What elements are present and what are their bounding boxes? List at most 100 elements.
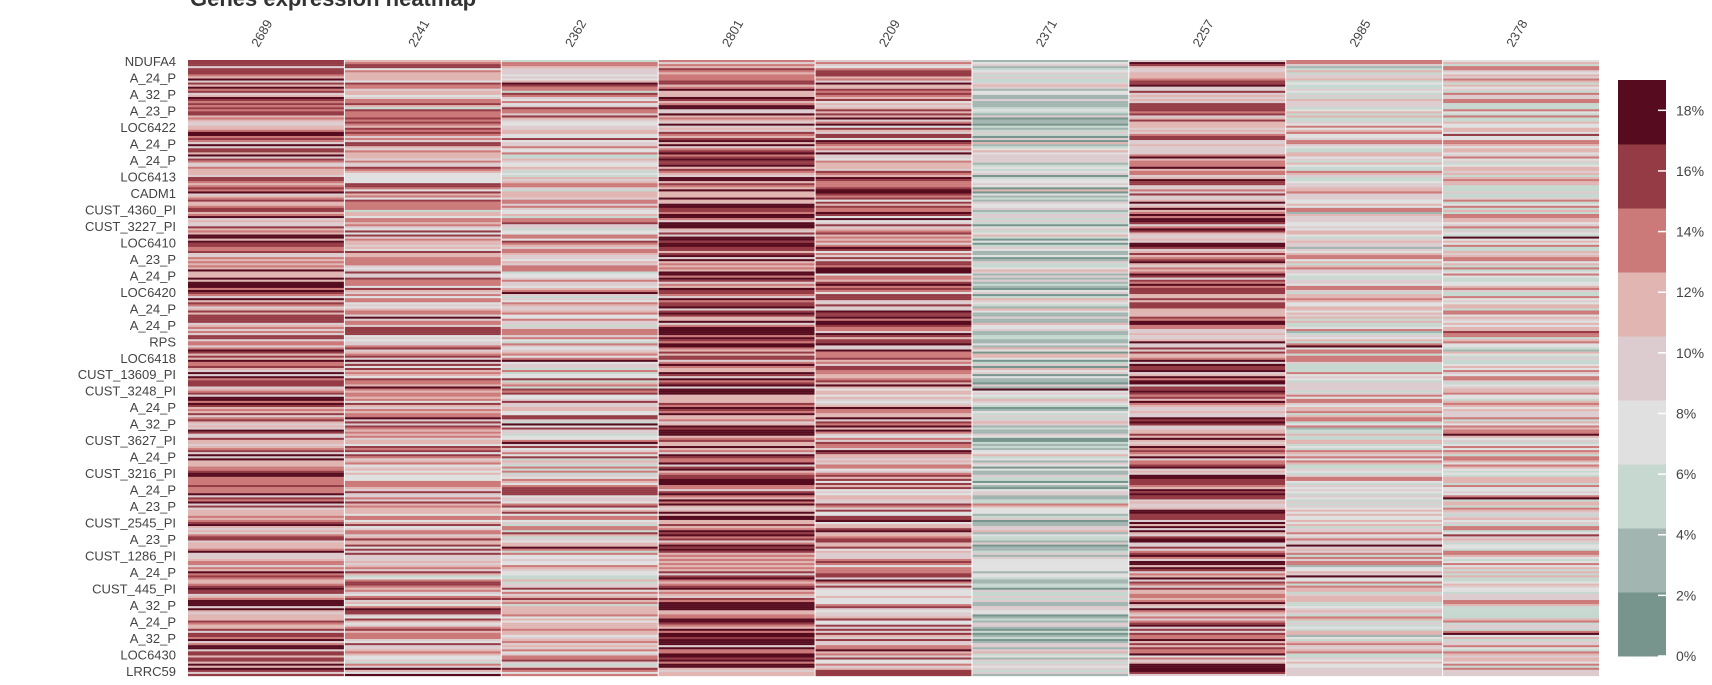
heatmap-cell [815,289,972,293]
heatmap-cell [1443,349,1599,352]
heatmap-cell [1286,74,1443,77]
heatmap-cell [1286,575,1443,578]
heatmap-cell [1129,534,1286,537]
heatmap-cell [815,452,972,455]
heatmap-cell [815,659,972,662]
heatmap-cell [972,205,1129,208]
heatmap-cell [1443,331,1599,334]
heatmap-cell [188,540,344,543]
heatmap-cell [344,355,501,358]
heatmap-cell [972,524,1129,527]
heatmap-cell [188,522,344,525]
heatmap-cell [344,209,501,213]
heatmap-cell [188,394,344,397]
heatmap-cell [1129,589,1286,592]
heatmap-cell [344,156,501,159]
heatmap-cell [1129,150,1286,153]
heatmap-cell [658,70,815,73]
colorbar-tick-label: 14% [1676,224,1704,240]
heatmap-cell [1286,201,1443,204]
heatmap-cell [658,530,815,533]
heatmap-cell [1286,193,1443,196]
heatmap-cell [1286,630,1443,634]
heatmap-cell [188,185,344,188]
heatmap-cell [658,390,815,393]
heatmap-cell [1443,140,1599,143]
heatmap-cell [658,277,815,280]
heatmap-cell [1286,411,1443,414]
heatmap-cell [972,111,1129,114]
heatmap-cell [501,470,658,473]
heatmap-cell [501,396,658,399]
heatmap-cell [188,351,344,354]
heatmap-cell [972,236,1129,239]
heatmap-cell [658,96,815,100]
heatmap-cell [1443,246,1599,250]
heatmap-cell [1286,474,1443,477]
heatmap-cell [658,522,815,525]
heatmap-cell [188,232,344,235]
colorbar-tick-label: 18% [1676,102,1704,118]
heatmap-cell [188,501,344,504]
heatmap-cell [815,513,972,516]
heatmap-cell [658,435,815,438]
heatmap-cell [1129,491,1286,494]
heatmap-cell [658,493,815,496]
heatmap-cell [815,222,972,225]
heatmap-cell [658,495,815,498]
heatmap-cell [658,131,815,135]
heatmap-cell [972,345,1129,348]
heatmap-cell [344,460,501,463]
heatmap-cell [188,349,344,352]
heatmap-cell [815,187,972,190]
heatmap-cell [972,265,1129,268]
heatmap-cell [1443,302,1599,305]
heatmap-cell [188,205,344,208]
heatmap-cell [1129,441,1286,445]
heatmap-cell [501,534,658,537]
heatmap-cell [1129,472,1286,475]
heatmap-cell [188,661,344,664]
heatmap-cell [1443,269,1599,272]
heatmap-cell [344,195,501,198]
heatmap-cell [188,109,344,112]
heatmap-cell [1129,158,1286,161]
heatmap-cell [1443,298,1599,301]
row-label: A_32_P [130,631,176,646]
heatmap-cell [1129,172,1286,176]
heatmap-cell [815,645,972,648]
heatmap-cell [658,142,815,145]
heatmap-cell [188,565,344,568]
heatmap-cell [501,485,658,488]
heatmap-cell [815,536,972,539]
heatmap-cell [658,647,815,650]
heatmap-cell [658,556,815,560]
heatmap-cell [658,138,815,141]
heatmap-cell [658,581,815,584]
heatmap-cell [501,384,658,387]
heatmap-cell [972,150,1129,153]
heatmap-cell [1286,94,1443,98]
heatmap-cell [1129,353,1286,356]
heatmap-cell [658,384,815,387]
heatmap-cell [188,162,344,165]
heatmap-cell [344,292,501,295]
heatmap-cell [1443,575,1599,578]
heatmap-cell [1286,532,1443,535]
heatmap-cell [501,622,658,625]
heatmap-cell [1129,164,1286,167]
heatmap-cell [1129,318,1286,321]
heatmap-cell [1443,530,1599,533]
heatmap-cell [1286,372,1443,375]
heatmap-cell [1129,480,1286,484]
heatmap-cell [188,382,344,385]
heatmap-cell [1443,600,1599,603]
heatmap-cell [1129,214,1286,217]
heatmap-cell [1286,528,1443,531]
heatmap-cell [501,509,658,512]
heatmap-cell [815,103,972,106]
heatmap-cell [658,671,815,675]
heatmap-cell [815,491,972,494]
heatmap-cell [1443,64,1599,67]
heatmap-cell [344,376,501,379]
